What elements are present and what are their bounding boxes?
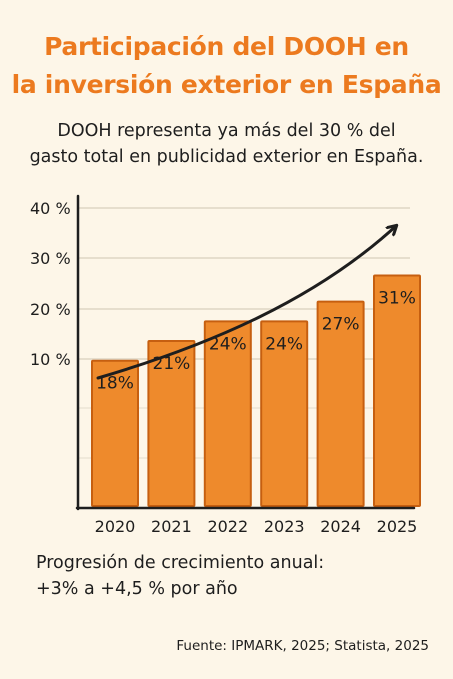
bar-value-label: 24%	[209, 334, 247, 354]
title-line-1: Participación del DOOH en	[44, 32, 409, 61]
x-tick-label: 2022	[207, 517, 248, 536]
y-tick-label: 30 %	[30, 249, 71, 268]
bar-2020	[91, 359, 139, 507]
bar-value-label: 18%	[96, 374, 134, 394]
subtitle-line-1: DOOH representa ya más del 30 % del	[57, 121, 396, 141]
bar-value-label: 24%	[265, 334, 303, 354]
growth-note: Progresión de crecimiento anual: +3% a +…	[36, 550, 324, 602]
bar-value-label: 31%	[378, 288, 416, 308]
bar-2023	[260, 320, 309, 507]
trend-arrow	[96, 226, 396, 380]
x-tick-label: 2023	[264, 517, 305, 536]
y-tick-label: 40 %	[30, 199, 71, 218]
x-tick-label: 2021	[151, 517, 192, 536]
bar-value-label: 21%	[153, 354, 191, 374]
bar-2025	[373, 274, 421, 507]
chart-title: Participación del DOOH en la inversión e…	[0, 28, 453, 104]
growth-note-line-1: Progresión de crecimiento anual:	[36, 553, 325, 573]
y-tick-label: 20 %	[30, 300, 71, 319]
x-tick-label: 2020	[95, 517, 136, 536]
bar-value-label: 27%	[322, 315, 360, 335]
bar-2022	[203, 320, 252, 507]
bar-2021	[147, 340, 196, 508]
subtitle-line-2: gasto total en publicidad exterior en Es…	[29, 147, 424, 167]
bar-2024	[316, 300, 365, 507]
title-line-2: la inversión exterior en España	[11, 70, 442, 99]
y-tick-label: 10 %	[30, 350, 71, 369]
x-tick-label: 2025	[377, 517, 418, 536]
source-note: Fuente: IPMARK, 2025; Statista, 2025	[176, 638, 429, 654]
growth-note-line-2: +3% a +4,5 % por año	[36, 579, 238, 599]
chart-subtitle: DOOH representa ya más del 30 % del gast…	[0, 118, 453, 170]
x-tick-label: 2024	[320, 517, 361, 536]
